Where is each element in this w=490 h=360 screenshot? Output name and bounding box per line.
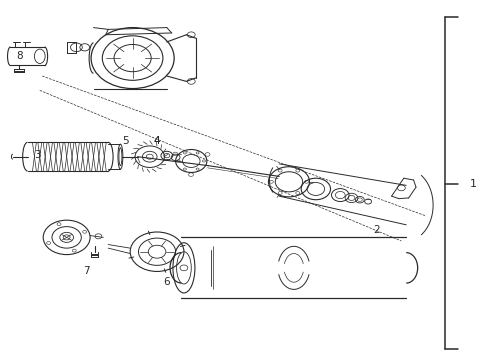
Text: 8: 8 bbox=[16, 51, 23, 61]
Text: 2: 2 bbox=[373, 225, 380, 235]
Text: 3: 3 bbox=[34, 150, 41, 160]
Text: 4: 4 bbox=[154, 136, 160, 145]
Text: 5: 5 bbox=[122, 136, 128, 145]
Text: 4: 4 bbox=[154, 136, 160, 145]
Text: 7: 7 bbox=[83, 266, 90, 276]
Text: 6: 6 bbox=[164, 277, 170, 287]
Text: 1: 1 bbox=[470, 179, 477, 189]
